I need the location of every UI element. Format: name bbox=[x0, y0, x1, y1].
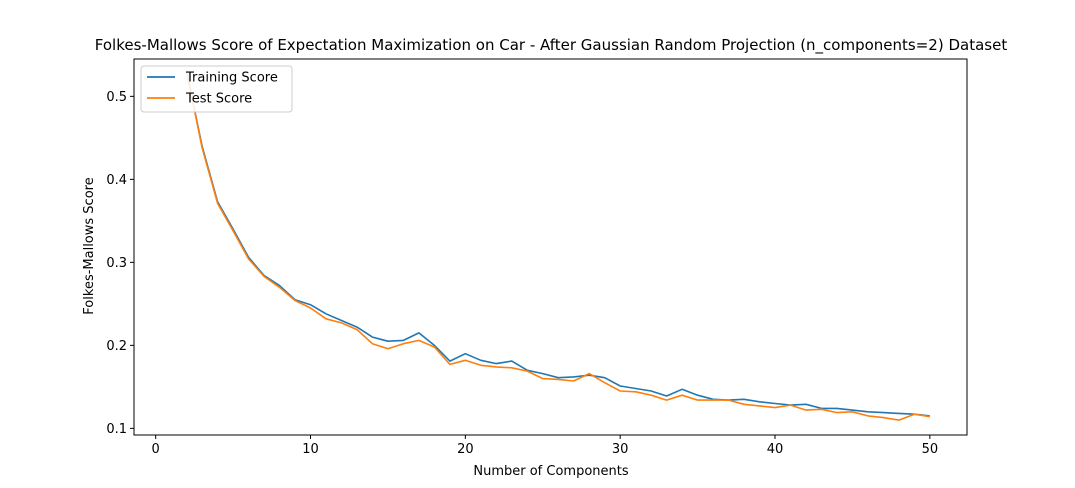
x-tick-label: 30 bbox=[612, 442, 629, 457]
legend: Training Score Test Score bbox=[140, 65, 293, 113]
axes-frame bbox=[133, 58, 968, 436]
x-tick-label: 40 bbox=[767, 442, 784, 457]
legend-box bbox=[140, 65, 293, 113]
y-tick-label: 0.5 bbox=[106, 90, 127, 105]
y-tick-label: 0.2 bbox=[106, 339, 127, 354]
x-tick-label: 20 bbox=[457, 442, 474, 457]
x-tick-label: 50 bbox=[922, 442, 939, 457]
x-axis-label: Number of Components bbox=[473, 464, 628, 479]
x-tick-label: 0 bbox=[152, 442, 160, 457]
y-tick-label: 0.4 bbox=[106, 173, 127, 188]
y-axis-label: Folkes-Mallows Score bbox=[82, 177, 97, 314]
plot-area: 0 10 20 30 40 50 0.1 0.2 0.3 0.4 0.5 bbox=[106, 58, 968, 457]
y-tick-label: 0.3 bbox=[106, 256, 127, 271]
series-line-1 bbox=[185, 71, 930, 417]
y-tick-label: 0.1 bbox=[106, 422, 127, 437]
legend-label-1: Training Score bbox=[185, 71, 278, 86]
chart-title: Folkes-Mallows Score of Expectation Maxi… bbox=[95, 36, 1008, 55]
legend-label-2: Test Score bbox=[185, 92, 252, 107]
x-tick-label: 10 bbox=[302, 442, 319, 457]
series-line-2 bbox=[185, 71, 930, 421]
